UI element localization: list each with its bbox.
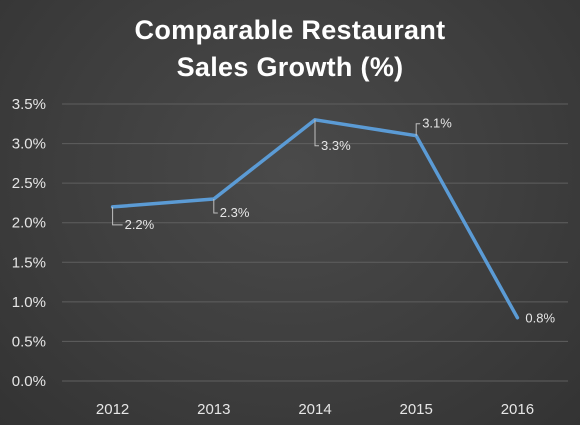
x-tick-label: 2014 xyxy=(298,401,331,418)
data-labels: 2.2% 2.3% 3.3% 3.1% 0.8% xyxy=(112,116,555,326)
data-label: 3.1% xyxy=(422,116,452,131)
series-layer xyxy=(110,118,520,320)
y-tick-label: 1.5% xyxy=(12,254,46,271)
x-tick-label: 2016 xyxy=(501,401,534,418)
data-label: 2.2% xyxy=(125,217,155,232)
chart-title: Comparable Restaurant Sales Growth (%) xyxy=(0,12,580,86)
y-tick-label: 0.5% xyxy=(12,333,46,350)
x-tick-label: 2012 xyxy=(96,401,129,418)
data-label: 3.3% xyxy=(321,138,351,153)
data-label-leader xyxy=(415,123,421,136)
data-label: 2.3% xyxy=(220,205,250,220)
data-label-leader xyxy=(213,199,218,214)
x-tick-label: 2013 xyxy=(197,401,230,418)
y-tick-label: 0.0% xyxy=(12,373,46,390)
data-label: 0.8% xyxy=(525,311,555,326)
y-axis-ticks: 0.0% 0.5% 1.0% 1.5% 2.0% 2.5% 3.0% 3.5% xyxy=(12,96,46,390)
y-tick-label: 3.5% xyxy=(12,96,46,113)
y-tick-label: 3.0% xyxy=(12,136,46,153)
x-axis-ticks: 2012 2013 2014 2015 2016 xyxy=(96,401,534,418)
chart-title-line-2: Sales Growth (%) xyxy=(176,52,404,82)
data-label-leader xyxy=(314,119,319,147)
series-line xyxy=(110,118,520,320)
data-label-leader xyxy=(112,206,123,226)
x-tick-label: 2015 xyxy=(400,401,433,418)
y-tick-label: 2.0% xyxy=(12,215,46,232)
chart-title-line-1: Comparable Restaurant xyxy=(134,15,446,45)
y-tick-label: 2.5% xyxy=(12,175,46,192)
y-tick-label: 1.0% xyxy=(12,294,46,311)
